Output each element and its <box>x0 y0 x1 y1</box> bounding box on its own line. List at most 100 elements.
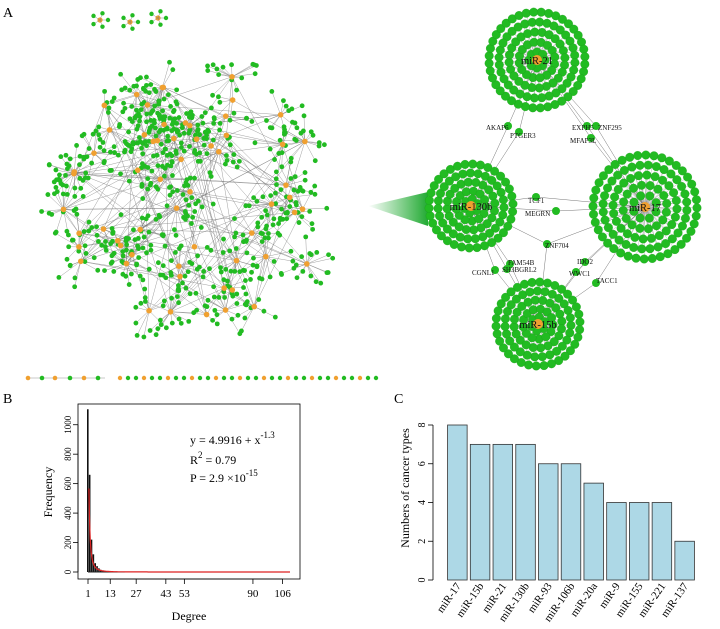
gene-node <box>262 235 268 241</box>
y-tick-label: 6 <box>417 461 428 466</box>
gene-node <box>535 103 545 113</box>
gene-node <box>291 187 297 193</box>
r-squared: R2 = 0.79 <box>190 450 236 467</box>
gene-node <box>171 126 177 132</box>
gene-node <box>182 273 188 279</box>
gene-node <box>591 185 601 195</box>
gene-node <box>653 242 663 252</box>
gene-node <box>491 313 501 323</box>
network-edge <box>146 85 148 105</box>
gene-node <box>127 87 133 93</box>
network-edge <box>54 193 64 210</box>
gene-node <box>171 109 176 115</box>
mirna-node <box>133 91 140 98</box>
network-edge <box>225 115 247 119</box>
network-edge <box>145 301 171 312</box>
x-axis: 1 13 27 43 53 90 106 <box>85 578 291 600</box>
gene-node <box>146 138 152 144</box>
y-tick-label: 0 <box>417 578 428 583</box>
gene-node <box>89 225 95 230</box>
gene-node <box>281 124 287 130</box>
network-edge <box>76 214 80 234</box>
gene-node <box>453 161 462 171</box>
gene-node <box>237 269 243 275</box>
x-tick-label: 1 <box>85 588 91 600</box>
x-tick-label: 13 <box>105 588 117 600</box>
network-edge <box>143 310 150 338</box>
gene-node <box>91 21 96 27</box>
gene-node <box>494 52 504 62</box>
gene-node <box>288 248 294 254</box>
gene-node <box>326 252 331 258</box>
gene-node <box>139 184 145 189</box>
network-edge <box>78 87 163 234</box>
gene-node <box>227 248 233 254</box>
gene-node <box>197 264 202 270</box>
gene-node <box>173 99 179 105</box>
gene-node <box>214 66 220 72</box>
network-edge <box>231 73 256 78</box>
mirna-node <box>233 257 240 264</box>
gene-node <box>263 208 269 214</box>
gene-node <box>163 15 169 21</box>
gene-node <box>613 170 623 180</box>
gene-node <box>64 183 69 189</box>
gene-node <box>654 231 664 241</box>
gene-node <box>425 211 435 221</box>
gene-node <box>200 274 206 280</box>
gene-node <box>498 195 508 205</box>
gene-node <box>303 234 309 240</box>
gene-node <box>611 216 621 226</box>
gene-node <box>240 232 246 238</box>
gene-node <box>272 157 277 162</box>
network-edge <box>173 138 207 315</box>
gene-node <box>603 183 612 193</box>
network-edge <box>170 311 194 313</box>
gene-node <box>81 131 87 137</box>
network-edge <box>223 291 226 311</box>
gene-node <box>160 263 166 269</box>
gene-node <box>142 295 148 301</box>
mirna-node <box>277 111 284 118</box>
network-node <box>67 375 73 381</box>
network-edge <box>231 64 255 77</box>
gene-node <box>183 210 189 216</box>
gene-node <box>134 261 140 267</box>
connector-gene-node <box>572 268 580 276</box>
gene-node <box>512 307 522 317</box>
gene-node <box>161 96 167 102</box>
gene-node <box>521 340 531 350</box>
gene-node <box>217 99 223 105</box>
network-node <box>341 375 347 381</box>
gene-node <box>202 110 208 116</box>
gene-node <box>205 63 210 69</box>
mirna-node <box>123 260 130 267</box>
gene-node <box>478 232 488 242</box>
gene-node <box>672 204 682 214</box>
network-edge <box>231 79 233 101</box>
gene-node <box>662 199 672 209</box>
network-edge <box>259 256 267 279</box>
gene-node <box>277 215 283 221</box>
gene-node <box>470 234 480 244</box>
connector-gene-node <box>581 258 589 266</box>
y-axis: 0 200 400 600 800 1000 <box>63 415 79 574</box>
gene-node <box>517 301 527 311</box>
gene-node <box>153 332 159 338</box>
network-edge <box>613 206 646 214</box>
gene-node <box>158 322 164 328</box>
gene-node <box>307 251 313 256</box>
bar <box>629 502 650 581</box>
gene-node <box>603 223 613 233</box>
gene-node <box>275 230 281 236</box>
gene-node <box>94 232 100 238</box>
gene-node <box>307 209 313 214</box>
gene-node <box>570 58 580 68</box>
gene-node <box>487 175 497 185</box>
gene-node <box>561 30 571 40</box>
network-edge <box>225 115 252 122</box>
gene-node <box>186 202 192 208</box>
gene-node <box>95 267 101 273</box>
gene-node <box>145 165 151 170</box>
gene-node <box>563 92 573 102</box>
